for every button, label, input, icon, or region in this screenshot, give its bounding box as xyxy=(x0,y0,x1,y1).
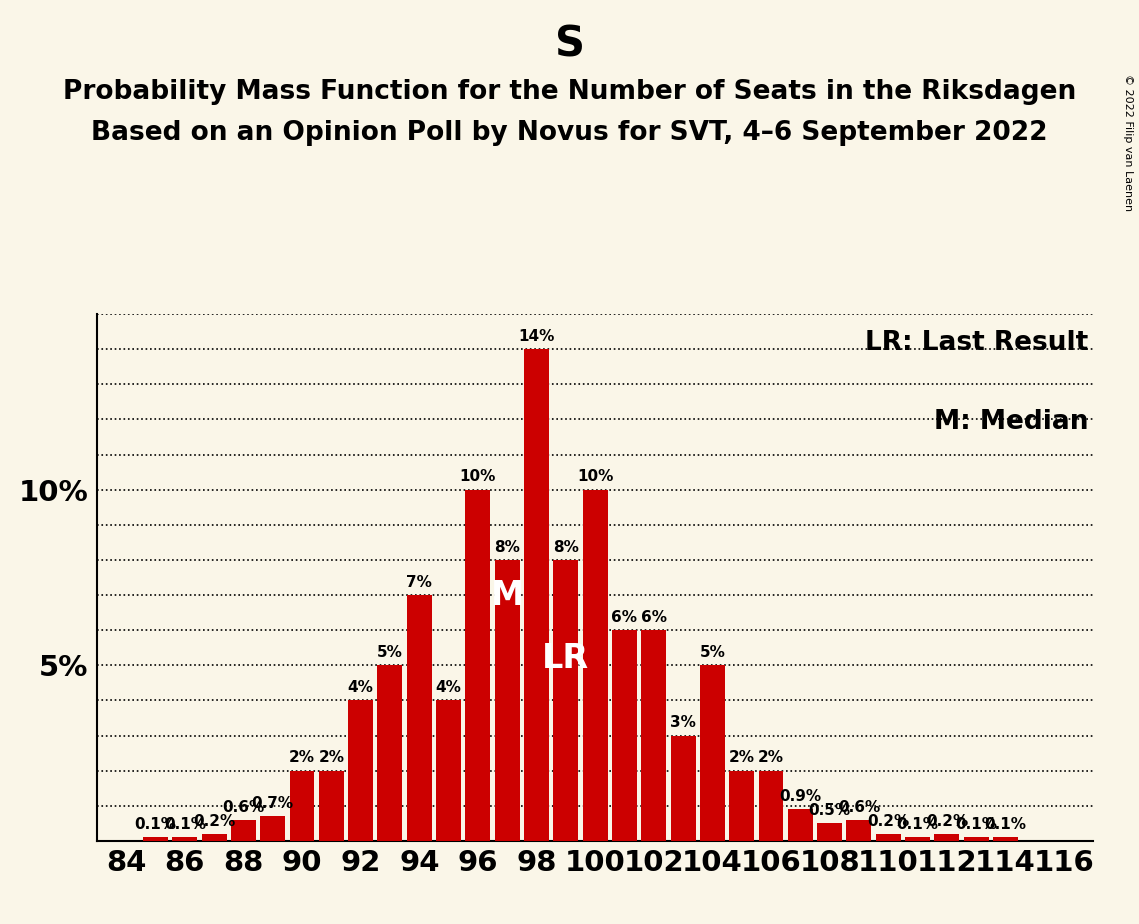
Bar xyxy=(524,349,549,841)
Bar xyxy=(231,820,256,841)
Text: Probability Mass Function for the Number of Seats in the Riksdagen: Probability Mass Function for the Number… xyxy=(63,79,1076,104)
Text: 0.9%: 0.9% xyxy=(779,789,821,804)
Text: LR: Last Result: LR: Last Result xyxy=(866,330,1089,356)
Bar xyxy=(817,823,842,841)
Bar xyxy=(934,833,959,841)
Bar xyxy=(906,837,931,841)
Text: 3%: 3% xyxy=(670,715,696,730)
Text: 6%: 6% xyxy=(641,610,666,625)
Text: 0.1%: 0.1% xyxy=(984,817,1026,832)
Text: 0.1%: 0.1% xyxy=(164,817,206,832)
Text: 0.1%: 0.1% xyxy=(896,817,939,832)
Bar xyxy=(788,809,813,841)
Text: 0.2%: 0.2% xyxy=(867,813,909,829)
Bar xyxy=(349,700,374,841)
Text: © 2022 Filip van Laenen: © 2022 Filip van Laenen xyxy=(1123,74,1133,211)
Text: 2%: 2% xyxy=(729,750,755,765)
Text: 8%: 8% xyxy=(494,540,521,554)
Bar xyxy=(729,771,754,841)
Text: M: M xyxy=(491,578,524,612)
Text: 2%: 2% xyxy=(289,750,316,765)
Text: 0.2%: 0.2% xyxy=(192,813,235,829)
Bar xyxy=(993,837,1018,841)
Bar xyxy=(172,837,197,841)
Bar xyxy=(612,630,637,841)
Text: 0.2%: 0.2% xyxy=(926,813,968,829)
Bar xyxy=(436,700,461,841)
Text: 6%: 6% xyxy=(612,610,638,625)
Bar xyxy=(260,816,285,841)
Bar xyxy=(583,490,607,841)
Bar xyxy=(554,560,579,841)
Bar xyxy=(964,837,989,841)
Text: 0.1%: 0.1% xyxy=(956,817,997,832)
Bar xyxy=(700,665,724,841)
Text: 8%: 8% xyxy=(552,540,579,554)
Bar xyxy=(759,771,784,841)
Bar xyxy=(202,833,227,841)
Text: 2%: 2% xyxy=(757,750,784,765)
Text: 0.1%: 0.1% xyxy=(134,817,177,832)
Text: 5%: 5% xyxy=(699,645,726,660)
Text: 0.6%: 0.6% xyxy=(838,799,880,815)
Text: Based on an Opinion Poll by Novus for SVT, 4–6 September 2022: Based on an Opinion Poll by Novus for SV… xyxy=(91,120,1048,146)
Text: 0.7%: 0.7% xyxy=(252,796,294,811)
Bar xyxy=(289,771,314,841)
Text: 10%: 10% xyxy=(460,469,497,484)
Bar xyxy=(377,665,402,841)
Text: M: Median: M: Median xyxy=(934,409,1089,435)
Text: 2%: 2% xyxy=(318,750,344,765)
Bar xyxy=(641,630,666,841)
Bar xyxy=(319,771,344,841)
Text: 0.5%: 0.5% xyxy=(809,803,851,818)
Bar xyxy=(671,736,696,841)
Bar xyxy=(846,820,871,841)
Bar xyxy=(466,490,490,841)
Text: 0.6%: 0.6% xyxy=(222,799,264,815)
Text: 7%: 7% xyxy=(407,575,432,590)
Text: 14%: 14% xyxy=(518,329,555,344)
Text: 5%: 5% xyxy=(377,645,403,660)
Bar xyxy=(494,560,519,841)
Bar xyxy=(876,833,901,841)
Text: S: S xyxy=(555,23,584,65)
Text: 4%: 4% xyxy=(347,680,374,695)
Bar xyxy=(144,837,167,841)
Text: 10%: 10% xyxy=(577,469,613,484)
Text: 4%: 4% xyxy=(435,680,461,695)
Text: LR: LR xyxy=(542,642,589,675)
Bar xyxy=(407,595,432,841)
